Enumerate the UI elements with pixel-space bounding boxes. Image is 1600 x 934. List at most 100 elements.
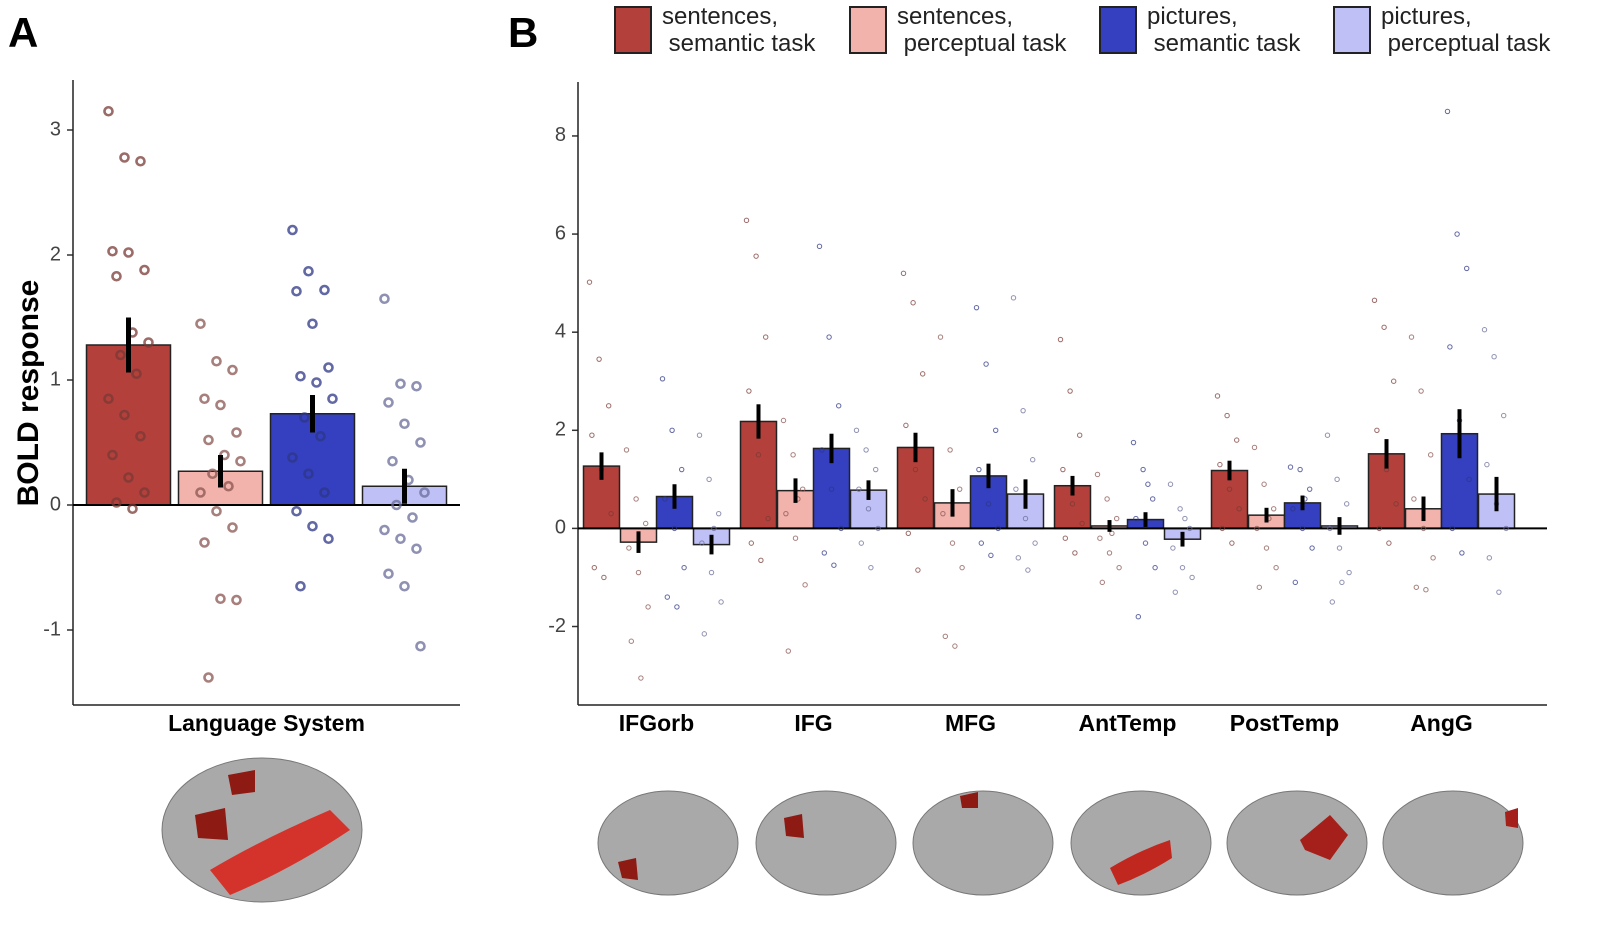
subject-point [1106,550,1113,556]
subject-point [701,631,707,637]
subject-point [111,270,122,282]
y-tick-label: 2 [50,243,61,265]
subject-point [307,520,318,532]
subject-point [711,525,717,532]
subject-point [1449,525,1456,532]
subject-point [1226,486,1233,492]
y-tick-label: -2 [548,615,566,637]
subject-point [215,399,226,411]
subject-point [227,364,238,376]
subject-point [995,525,1001,532]
subject-point [1324,432,1331,438]
subject-point [1428,452,1434,458]
subject-point [215,593,226,605]
subject-point [387,455,398,467]
subject-point [1022,515,1029,522]
subject-point [1454,231,1460,237]
subject-point [1444,108,1451,115]
subject-point [1177,506,1183,512]
subject-point [748,540,754,546]
subject-point [920,371,926,377]
subject-point [303,468,314,480]
subject-point [1339,579,1345,586]
subject-point [671,525,678,532]
subject-point [696,432,703,438]
subject-point [608,510,614,517]
subject-point [1256,584,1263,590]
subject-point [1060,466,1066,473]
subject-point [1327,525,1333,532]
subject-point [1079,520,1085,527]
subject-point [1187,525,1193,532]
subject-point [1430,555,1436,561]
subject-point [1292,579,1299,586]
subject-point [319,487,330,498]
subject-point [299,412,310,423]
subject-point [1025,567,1031,573]
x-tick-label: IFGorb [619,710,694,736]
subject-point [662,496,668,502]
subject-point [589,432,595,438]
y-tick-label: 3 [50,118,61,140]
subject-point [323,362,334,373]
subject-point [1386,540,1392,546]
subject-point [399,418,410,430]
subject-point [1094,471,1101,478]
subject-point [1309,545,1315,551]
subject-point [838,525,844,532]
subject-point [1219,525,1226,532]
y-tick-label: 1 [50,368,61,390]
subject-point [900,270,907,277]
subject-point [287,452,298,463]
subject-point [1408,334,1415,340]
legend-label: pictures, perceptual task [1381,3,1551,57]
subject-point [821,550,827,556]
subject-point [816,243,823,250]
subject-point [203,434,214,446]
legend-swatch [1333,6,1371,54]
subject-point [383,568,394,580]
subject-point [856,486,862,492]
subject-point [763,334,769,340]
subject-point [407,512,418,523]
subject-point [708,569,715,576]
x-tick-label: AngG [1410,710,1473,736]
subject-point [415,437,426,448]
subject-point [669,427,675,433]
subject-point [119,409,130,421]
panel-label: B [508,9,538,56]
subject-point [1114,515,1120,522]
subject-point [664,594,670,600]
subject-point [211,505,222,517]
subject-point [1261,481,1267,487]
subject-point [952,643,958,649]
subject-point [957,486,963,492]
legend-label: sentences, semantic task [662,3,816,57]
subject-point [379,524,390,536]
subject-point [1077,432,1083,438]
subject-point [1236,506,1242,512]
subject-point [1464,265,1470,272]
subject-point [1067,388,1073,394]
subject-point [863,447,869,453]
subject-point [1374,427,1380,433]
subject-point [1346,569,1352,576]
subject-point [1344,501,1350,507]
subject-point [1413,584,1420,590]
subject-point [111,497,122,508]
y-tick-label: 4 [555,320,566,342]
legend-swatch [614,6,652,54]
subject-point [746,388,752,394]
brain-a [161,757,363,903]
subject-point [419,487,430,498]
subject-point [1224,412,1230,419]
subject-point [1030,457,1036,463]
subject-point [903,422,909,429]
subject-point [868,564,874,571]
subject-point [1072,550,1078,556]
subject-point [295,370,306,382]
subject-point [606,403,612,409]
subject-point [915,567,921,573]
subject-point [1336,545,1343,551]
subject-point [826,334,832,340]
